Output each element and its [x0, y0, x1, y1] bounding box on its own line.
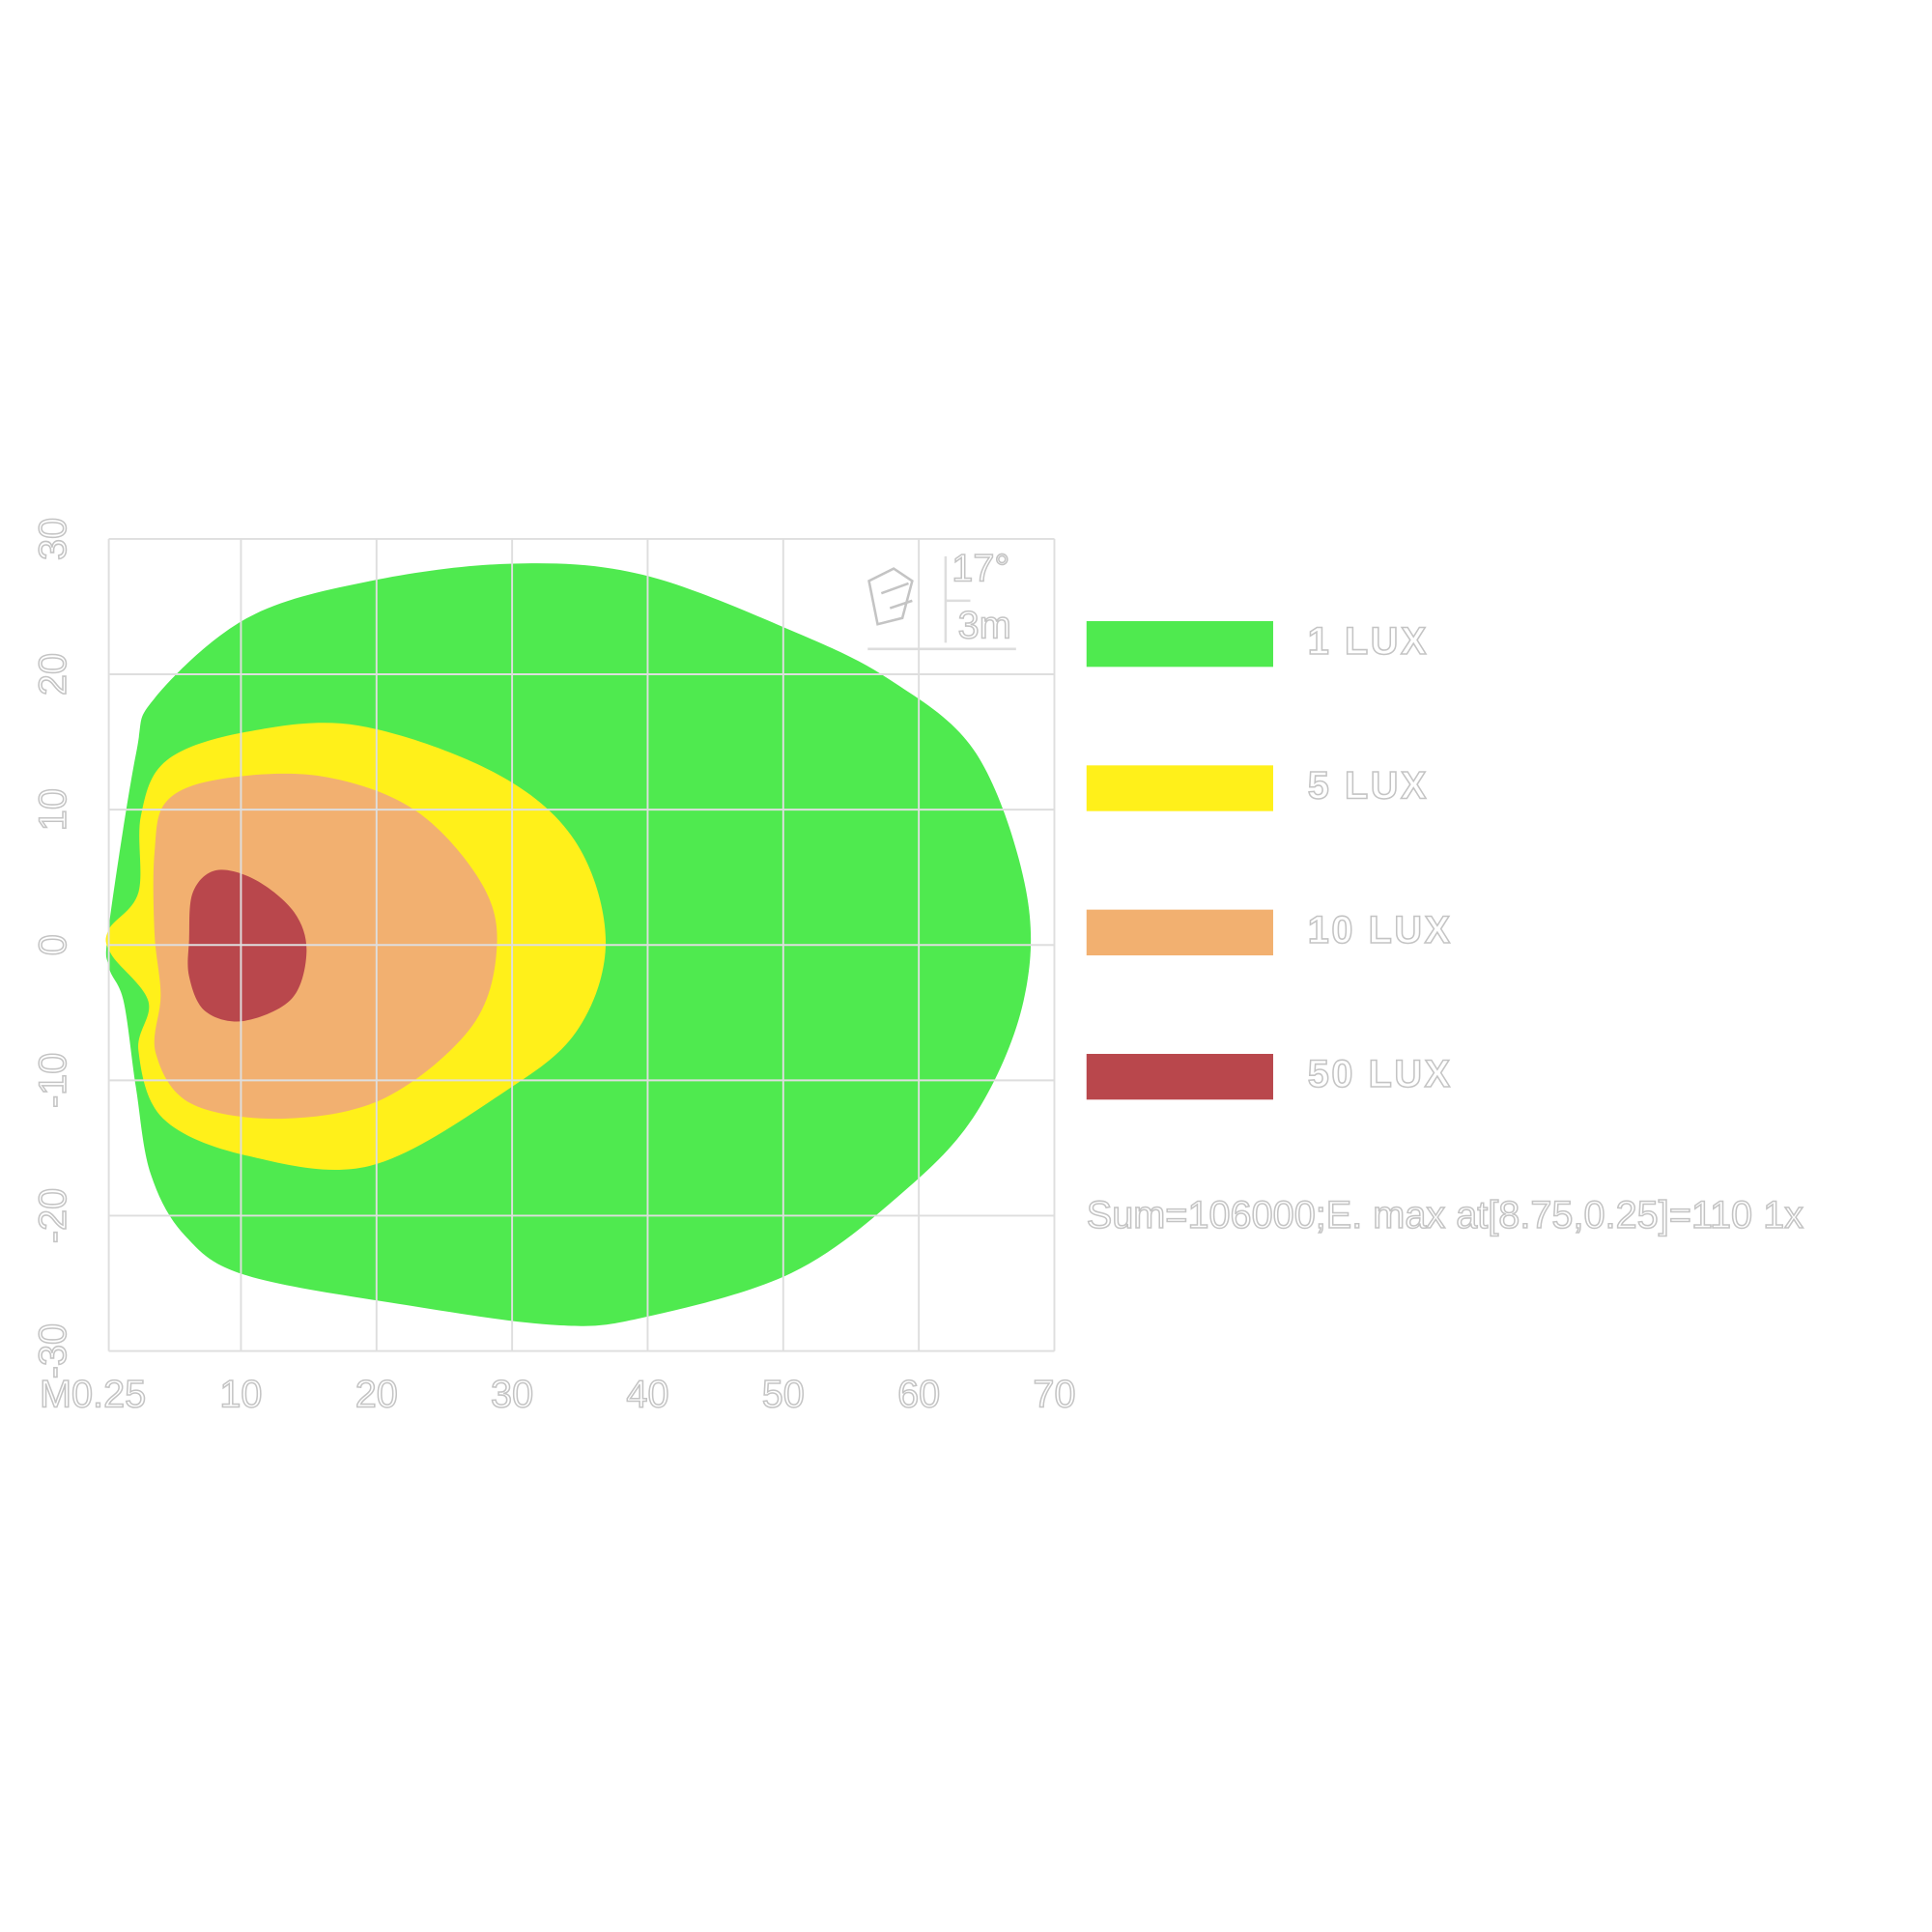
x-tick-label: 30	[491, 1373, 533, 1415]
x-tick-label: 10	[219, 1373, 262, 1415]
legend-swatch	[1086, 909, 1273, 955]
y-tick-label: 30	[32, 518, 74, 560]
x-axis-label: M	[40, 1373, 71, 1415]
x-tick-label: 0.25	[71, 1373, 146, 1415]
x-tick-label: 20	[355, 1373, 398, 1415]
inset-height: 3m	[958, 605, 1011, 647]
y-tick-label: 0	[32, 934, 74, 955]
legend-label: 10 LUX	[1308, 909, 1453, 952]
x-tick-label: 70	[1033, 1373, 1075, 1415]
inset-icon: 17° 3m	[867, 547, 1016, 651]
legend-swatch	[1086, 1053, 1273, 1100]
y-tick-label: -10	[32, 1053, 74, 1108]
legend-label: 5 LUX	[1308, 764, 1429, 807]
inset-angle: 17°	[952, 548, 1009, 590]
legend-swatch	[1086, 620, 1273, 668]
y-tick-label: -30	[32, 1323, 74, 1378]
legend-label: 1 LUX	[1308, 620, 1429, 663]
legend: 1 LUX 5 LUX 10 LUX 50 LUX	[1086, 619, 1453, 1100]
icon	[867, 567, 914, 626]
x-tick-label: 40	[626, 1373, 668, 1415]
y-tick-label: 10	[32, 788, 74, 831]
legend-swatch	[1086, 765, 1273, 811]
y-tick-label: -20	[32, 1188, 74, 1243]
grid	[107, 537, 1056, 1352]
contour	[153, 773, 497, 1120]
legend-label: 50 LUX	[1308, 1053, 1453, 1095]
annotation: Sum=106000;E. max at[8.75,0.25]=110 1x	[1087, 1194, 1804, 1236]
icon-lines	[867, 555, 1016, 651]
y-tick-label: 20	[32, 653, 74, 696]
x-tick-label: 50	[762, 1373, 805, 1415]
x-tick-label: 60	[897, 1373, 940, 1415]
